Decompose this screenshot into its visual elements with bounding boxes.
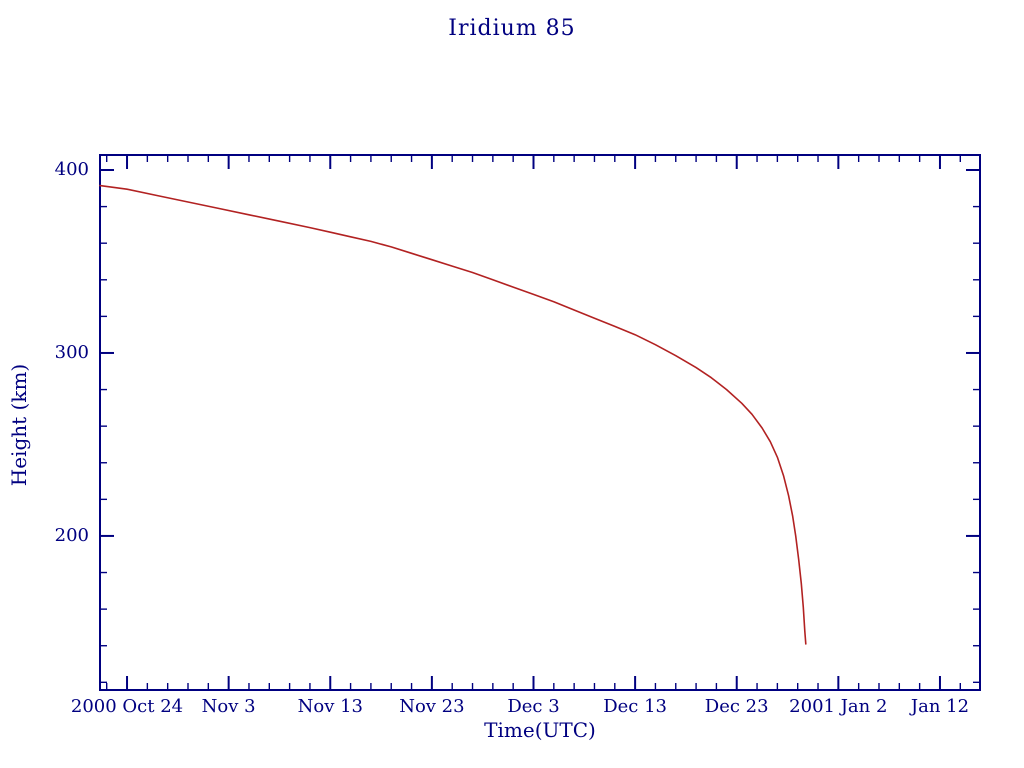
chart-title: Iridium 85 [448, 16, 576, 41]
x-tick-label: 2000 Oct 24 [70, 696, 184, 717]
x-tick-label: Dec 13 [603, 696, 667, 717]
x-tick-label: Dec 23 [704, 696, 769, 717]
height-decay-line [99, 184, 807, 645]
x-tick-label: Nov 13 [297, 696, 363, 717]
y-tick-label: 200 [54, 524, 89, 546]
x-tick-label: Jan 12 [910, 696, 970, 717]
x-tick-label: Nov 3 [201, 696, 256, 717]
x-tick-label: Dec 3 [507, 696, 560, 717]
x-tick-label: Nov 23 [399, 696, 465, 717]
y-tick-label: 300 [54, 342, 89, 363]
x-tick-label: 2001 Jan 2 [789, 696, 888, 717]
y-axis-label: Height (km) [7, 363, 31, 487]
plot-frame [99, 154, 981, 691]
y-tick-label: 400 [54, 159, 89, 180]
x-axis-label: Time(UTC) [484, 718, 596, 742]
